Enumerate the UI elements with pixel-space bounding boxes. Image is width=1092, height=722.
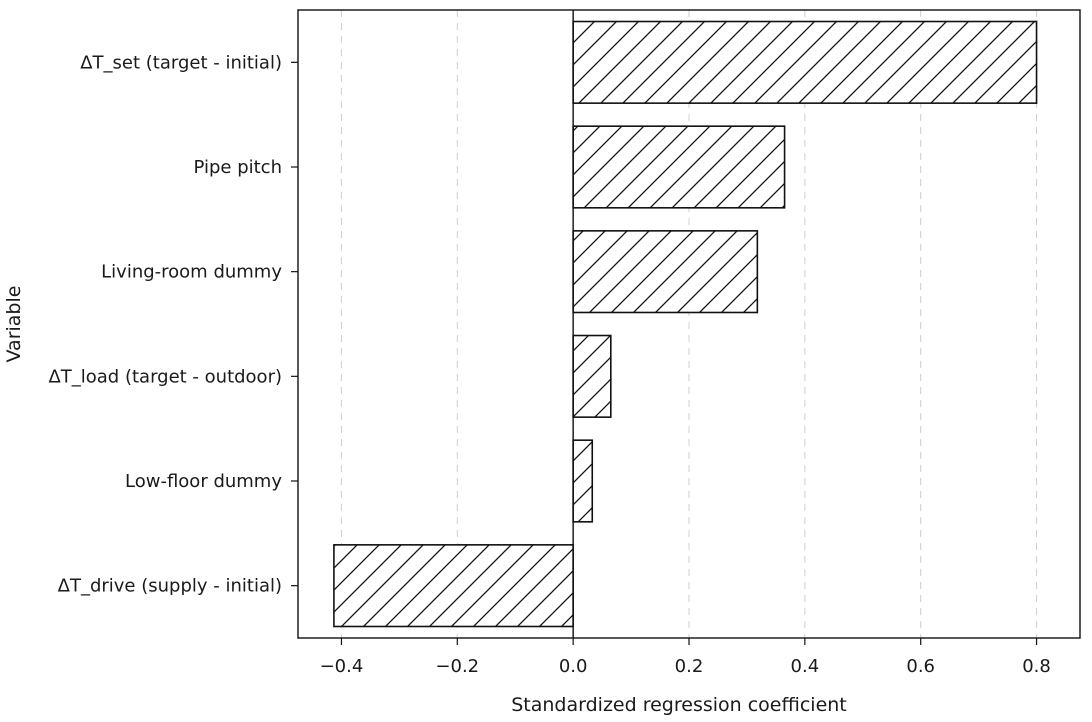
bar <box>572 334 612 418</box>
x-tick-label: 0.4 <box>791 656 820 677</box>
y-tick-label: ΔT_drive (supply - initial) <box>58 576 282 597</box>
bar <box>572 20 1038 104</box>
y-tick-label: Living-room dummy <box>101 262 282 283</box>
y-axis-label: Variable <box>3 286 25 363</box>
x-tick-label: 0.8 <box>1022 656 1051 677</box>
bar <box>572 125 786 209</box>
y-tick-label: ΔT_load (target - outdoor) <box>48 366 282 387</box>
bars <box>333 20 1038 628</box>
bar <box>572 439 594 523</box>
y-axis-ticks: ΔT_set (target - initial) Pipe pitch Livin… <box>48 52 298 597</box>
y-tick-label: Low-floor dummy <box>125 471 282 492</box>
gridlines <box>340 10 1038 638</box>
x-axis-ticks: −0.4 −0.2 0.0 0.2 0.4 0.6 0.8 <box>320 638 1051 677</box>
bar <box>333 544 574 628</box>
x-tick-label: −0.4 <box>320 656 364 677</box>
y-tick-label: Pipe pitch <box>194 157 282 178</box>
x-tick-label: 0.0 <box>559 656 588 677</box>
y-tick-label: ΔT_set (target - initial) <box>80 52 282 73</box>
x-tick-label: 0.6 <box>906 656 935 677</box>
x-tick-label: −0.2 <box>435 656 479 677</box>
x-tick-label: 0.2 <box>675 656 704 677</box>
x-axis-label: Standardized regression coefficient <box>511 694 847 716</box>
bar <box>572 230 759 314</box>
